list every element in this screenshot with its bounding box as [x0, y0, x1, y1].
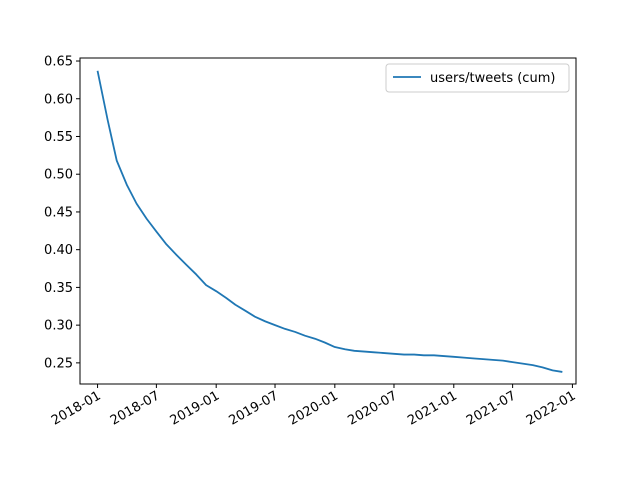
series-line: [96, 70, 563, 373]
y-tick-label: 0.45: [44, 205, 73, 220]
y-tick-label: 0.65: [44, 55, 73, 70]
x-tick-label: 2018-01: [49, 388, 104, 428]
plot-area: [80, 58, 576, 384]
x-tick-label: 2020-01: [286, 388, 341, 428]
x-tick-label: 2020-07: [345, 388, 400, 428]
legend: users/tweets (cum): [385, 63, 570, 93]
y-axis: 0.25 0.30 0.35 0.40 0.45 0.50 0.55 0.60 0.65: [44, 55, 80, 371]
y-tick-label: 0.35: [44, 281, 73, 296]
y-tick-label: 0.25: [44, 356, 73, 371]
x-tick-label: 2022-01: [524, 388, 579, 428]
x-tick-label: 2018-07: [108, 388, 163, 428]
legend-box: [385, 63, 570, 93]
plot-frame: [79, 57, 577, 385]
y-tick-label: 0.55: [44, 130, 73, 145]
series-layer: [96, 70, 563, 373]
y-tick-label: 0.50: [44, 168, 73, 183]
y-tick-label: 0.60: [44, 92, 73, 107]
x-axis: 2018-01 2018-07 2019-01 2019-07 2020-01 2020-…: [49, 384, 578, 429]
legend-label: users/tweets (cum): [430, 71, 555, 86]
x-tick-label: 2021-01: [405, 388, 460, 428]
x-tick-label: 2019-07: [226, 388, 281, 428]
x-tick-label: 2019-01: [168, 388, 223, 428]
x-tick-label: 2021-07: [464, 388, 519, 428]
y-tick-label: 0.40: [44, 243, 73, 258]
y-tick-label: 0.30: [44, 319, 73, 334]
